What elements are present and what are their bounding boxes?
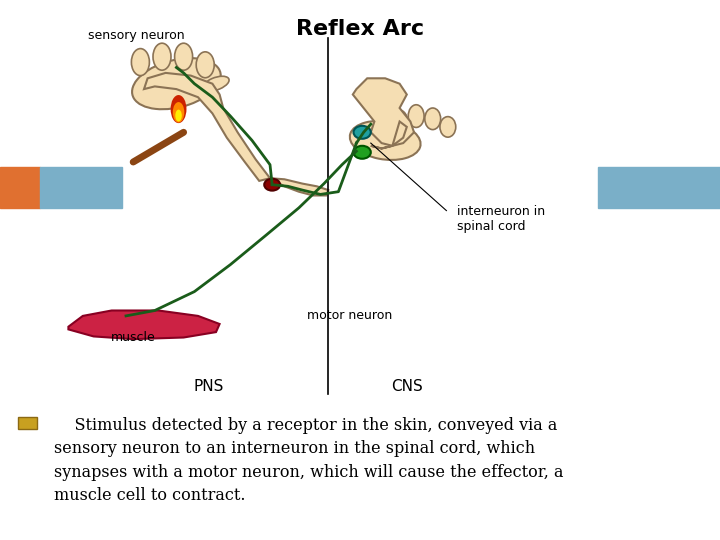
Circle shape xyxy=(264,179,280,191)
Text: sensory neuron: sensory neuron xyxy=(89,29,185,42)
Ellipse shape xyxy=(203,76,229,91)
Ellipse shape xyxy=(176,110,181,122)
Ellipse shape xyxy=(350,121,420,160)
Text: CNS: CNS xyxy=(391,379,423,394)
Circle shape xyxy=(354,146,371,159)
Ellipse shape xyxy=(174,43,193,70)
Bar xyxy=(18,417,37,429)
Ellipse shape xyxy=(440,117,456,137)
Ellipse shape xyxy=(425,108,441,130)
Bar xyxy=(598,167,720,208)
Polygon shape xyxy=(270,178,328,195)
Bar xyxy=(0,167,40,208)
Bar xyxy=(40,167,122,208)
Ellipse shape xyxy=(196,52,215,78)
Polygon shape xyxy=(68,310,220,339)
Ellipse shape xyxy=(132,58,221,109)
Text: muscle: muscle xyxy=(111,331,156,344)
Text: interneuron in
spinal cord: interneuron in spinal cord xyxy=(457,205,545,233)
Ellipse shape xyxy=(132,49,150,76)
Circle shape xyxy=(354,126,371,139)
Text: PNS: PNS xyxy=(194,379,224,394)
Polygon shape xyxy=(144,73,270,181)
Ellipse shape xyxy=(408,105,424,127)
Ellipse shape xyxy=(173,102,184,123)
Polygon shape xyxy=(353,78,414,146)
Polygon shape xyxy=(371,122,407,148)
Text: Reflex Arc: Reflex Arc xyxy=(296,19,424,39)
Text: motor neuron: motor neuron xyxy=(307,309,392,322)
Ellipse shape xyxy=(392,110,408,133)
Ellipse shape xyxy=(171,95,186,123)
Ellipse shape xyxy=(153,43,171,70)
Text: Stimulus detected by a receptor in the skin, conveyed via a
sensory neuron to an: Stimulus detected by a receptor in the s… xyxy=(54,417,564,504)
